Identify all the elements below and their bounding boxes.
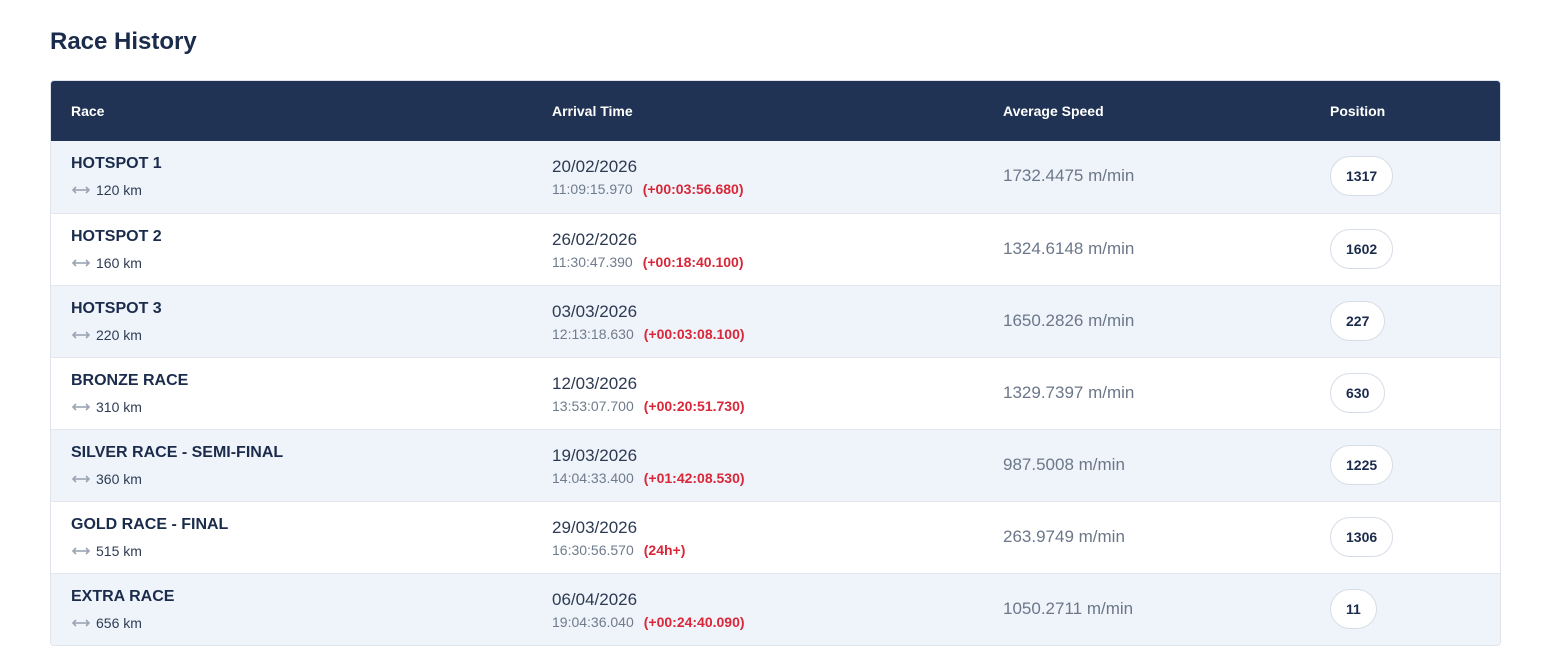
header-position: Position [1330, 103, 1386, 119]
table-header: Race Arrival Time Average Speed Position [51, 81, 1500, 141]
race-distance: 360 km [71, 471, 142, 487]
race-distance-value: 360 km [96, 471, 142, 487]
arrival-time: 11:09:15.970 (+00:03:56.680) [552, 181, 744, 197]
horizontal-arrows-icon [71, 186, 91, 194]
race-distance-value: 160 km [96, 255, 142, 271]
average-speed: 1732.4475 m/min [1003, 166, 1135, 185]
arrival-date: 12/03/2026 [552, 374, 638, 393]
race-name: GOLD RACE - FINAL [71, 516, 229, 533]
average-speed: 1650.2826 m/min [1003, 311, 1135, 330]
race-distance: 220 km [71, 327, 142, 343]
arrival-delta: (+01:42:08.530) [643, 470, 745, 486]
horizontal-arrows-icon [71, 331, 91, 339]
arrival-clock: 11:09:15.970 [552, 181, 633, 197]
race-distance-value: 310 km [96, 399, 142, 415]
horizontal-arrows-icon [71, 547, 91, 555]
arrival-time: 12:13:18.630 (+00:03:08.100) [552, 326, 745, 342]
arrival-time: 16:30:56.570 (24h+) [552, 542, 685, 558]
arrival-delta: (24h+) [643, 542, 686, 558]
arrival-date: 19/03/2026 [552, 446, 638, 465]
horizontal-arrows-icon [71, 403, 91, 411]
table-row[interactable]: EXTRA RACE 656 km 06/04/2026 19:04:36.04… [51, 573, 1500, 645]
table-row[interactable]: HOTSPOT 1 120 km 20/02/2026 11:09:15.970… [51, 141, 1500, 213]
table-row[interactable]: GOLD RACE - FINAL 515 km 29/03/2026 16:3… [51, 501, 1500, 573]
table-row[interactable]: HOTSPOT 2 160 km 26/02/2026 11:30:47.390… [51, 213, 1500, 285]
arrival-time: 11:30:47.390 (+00:18:40.100) [552, 254, 744, 270]
arrival-clock: 13:53:07.700 [552, 398, 634, 414]
race-name: HOTSPOT 3 [71, 300, 162, 317]
header-average-speed: Average Speed [1003, 103, 1104, 119]
header-race: Race [71, 103, 105, 119]
average-speed: 1324.6148 m/min [1003, 239, 1135, 258]
arrival-delta: (+00:03:56.680) [642, 181, 744, 197]
position-badge[interactable]: 1306 [1330, 517, 1394, 557]
horizontal-arrows-icon [71, 619, 91, 627]
arrival-time: 19:04:36.040 (+00:24:40.090) [552, 614, 745, 630]
race-name: HOTSPOT 1 [71, 155, 162, 172]
race-history-table: Race Arrival Time Average Speed Position… [50, 80, 1501, 646]
race-name: BRONZE RACE [71, 372, 189, 389]
average-speed: 1050.2711 m/min [1003, 599, 1134, 618]
table-row[interactable]: BRONZE RACE 310 km 12/03/2026 13:53:07.7… [51, 357, 1500, 429]
horizontal-arrows-icon [71, 259, 91, 267]
race-name: HOTSPOT 2 [71, 228, 162, 245]
position-badge[interactable]: 1317 [1330, 156, 1394, 196]
race-name: EXTRA RACE [71, 588, 175, 605]
race-distance: 310 km [71, 399, 142, 415]
arrival-date: 06/04/2026 [552, 590, 638, 609]
average-speed: 1329.7397 m/min [1003, 383, 1135, 402]
race-distance-value: 220 km [96, 327, 142, 343]
position-badge[interactable]: 11 [1330, 589, 1377, 629]
position-badge[interactable]: 1602 [1330, 229, 1394, 269]
average-speed: 263.9749 m/min [1003, 527, 1125, 546]
arrival-date: 20/02/2026 [552, 157, 638, 176]
header-arrival-time: Arrival Time [552, 103, 633, 119]
arrival-date: 29/03/2026 [552, 518, 638, 537]
arrival-date: 03/03/2026 [552, 302, 638, 321]
arrival-clock: 12:13:18.630 [552, 326, 634, 342]
arrival-delta: (+00:20:51.730) [643, 398, 745, 414]
position-badge[interactable]: 630 [1330, 373, 1386, 413]
arrival-clock: 16:30:56.570 [552, 542, 634, 558]
arrival-clock: 14:04:33.400 [552, 470, 634, 486]
race-distance-value: 120 km [96, 182, 142, 198]
arrival-delta: (+00:18:40.100) [642, 254, 744, 270]
race-name: SILVER RACE - SEMI-FINAL [71, 444, 284, 461]
arrival-delta: (+00:03:08.100) [643, 326, 745, 342]
race-distance: 120 km [71, 182, 142, 198]
arrival-date: 26/02/2026 [552, 230, 638, 249]
race-distance-value: 656 km [96, 615, 142, 631]
arrival-clock: 19:04:36.040 [552, 614, 634, 630]
table-row[interactable]: SILVER RACE - SEMI-FINAL 360 km 19/03/20… [51, 429, 1500, 501]
position-badge[interactable]: 227 [1330, 301, 1386, 341]
table-body: HOTSPOT 1 120 km 20/02/2026 11:09:15.970… [51, 141, 1500, 645]
arrival-time: 14:04:33.400 (+01:42:08.530) [552, 470, 745, 486]
arrival-time: 13:53:07.700 (+00:20:51.730) [552, 398, 745, 414]
race-distance-value: 515 km [96, 543, 142, 559]
race-distance: 160 km [71, 255, 142, 271]
arrival-delta: (+00:24:40.090) [643, 614, 745, 630]
horizontal-arrows-icon [71, 475, 91, 483]
arrival-clock: 11:30:47.390 [552, 254, 633, 270]
table-row[interactable]: HOTSPOT 3 220 km 03/03/2026 12:13:18.630… [51, 285, 1500, 357]
page-title: Race History [50, 28, 197, 55]
race-distance: 656 km [71, 615, 142, 631]
position-badge[interactable]: 1225 [1330, 445, 1394, 485]
average-speed: 987.5008 m/min [1003, 455, 1125, 474]
race-distance: 515 km [71, 543, 142, 559]
